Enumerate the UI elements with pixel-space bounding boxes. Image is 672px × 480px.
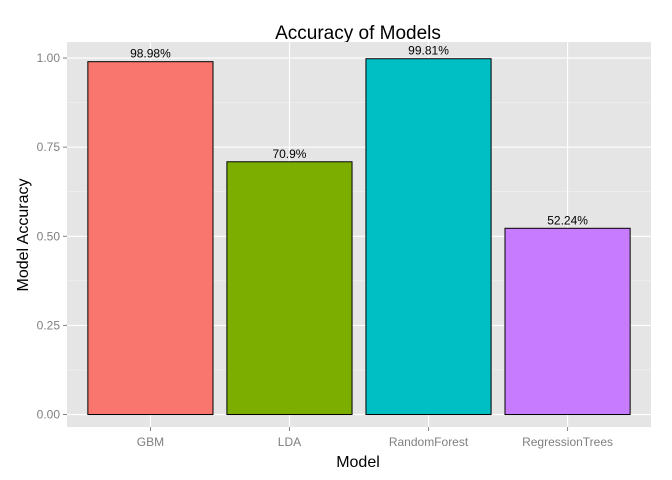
y-tick-label: 0.00: [37, 408, 61, 422]
y-axis-title: Model Accuracy: [15, 179, 32, 292]
bar-lda: [226, 161, 353, 416]
x-tick-label: GBM: [137, 435, 164, 449]
y-tick-label: 0.50: [37, 229, 61, 243]
data-label-lda: 70.9%: [272, 147, 306, 161]
bar-randomforest: [365, 58, 492, 416]
data-label-regressiontrees: 52.24%: [547, 213, 588, 227]
y-tick-label: 1.00: [37, 51, 61, 65]
bar-regressiontrees: [504, 227, 631, 416]
data-label-randomforest: 99.81%: [408, 44, 449, 58]
chart-title: Accuracy of Models: [275, 23, 441, 44]
x-axis-title: Model: [336, 454, 380, 471]
data-labels: 98.98% 70.9% 99.81% 52.24%: [130, 44, 588, 228]
y-axis: 0.00 0.25 0.50 0.75 1.00: [37, 51, 67, 422]
x-tick-label: RandomForest: [389, 435, 469, 449]
x-tick-label: LDA: [278, 435, 301, 449]
x-tick-label: RegressionTrees: [522, 435, 613, 449]
bars: [87, 58, 631, 416]
bar-gbm: [87, 61, 214, 416]
y-tick-label: 0.75: [37, 140, 61, 154]
y-tick-label: 0.25: [37, 318, 61, 332]
data-label-gbm: 98.98%: [130, 47, 171, 61]
x-axis: GBM LDA RandomForest RegressionTrees: [137, 427, 613, 449]
